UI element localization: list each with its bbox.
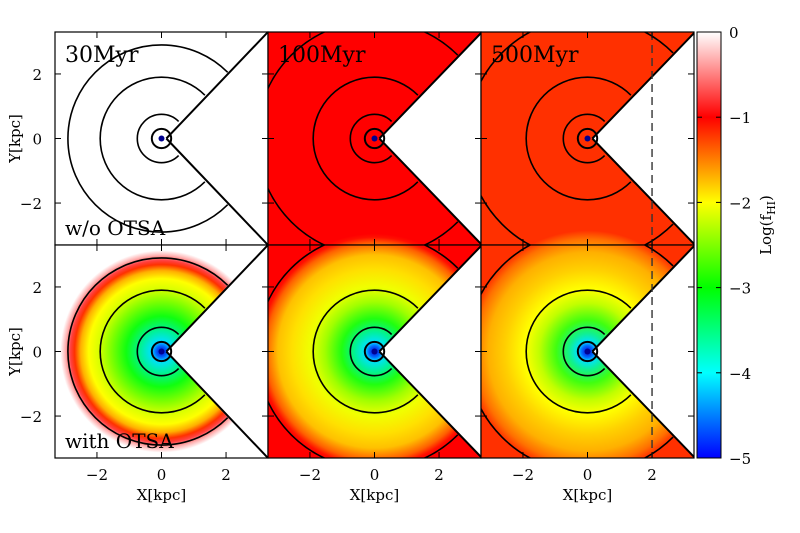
time-label: 100Myr	[278, 43, 366, 68]
contour-line	[99, 289, 206, 414]
colorbar-tick-label: −5	[729, 450, 751, 468]
density-map	[60, 250, 233, 453]
contour-line	[67, 44, 229, 233]
colorbar-tick-label: −3	[729, 280, 751, 298]
colorbar-tick-label: −4	[729, 365, 751, 383]
panel-0-1: 100Myr	[267, 31, 482, 246]
x-axis-label: X[kpc]	[563, 486, 612, 504]
x-tick-label: 2	[434, 466, 444, 484]
contour-line	[150, 127, 173, 150]
x-tick-label: 2	[647, 466, 657, 484]
x-tick-label: −2	[86, 466, 108, 484]
x-tick-label: −2	[512, 466, 534, 484]
contour-line	[576, 127, 599, 150]
x-tick-label: 0	[157, 466, 167, 484]
colorbar-gradient	[696, 31, 722, 459]
contour-line	[562, 113, 606, 164]
contour-line	[312, 76, 419, 201]
panels: 30Myr w/o OTSA 100Myr 500Myr with OTSA	[54, 31, 695, 459]
x-axis-label: X[kpc]	[137, 486, 186, 504]
y-tick-label: 0	[32, 344, 42, 362]
contour-line	[525, 289, 632, 414]
y-tick-label: 2	[32, 279, 42, 297]
colorbar-label: Log(fHI)	[757, 195, 778, 255]
colorbar: 0 −1 −2 −3 −4 −5 Log(fHI)	[696, 24, 778, 468]
wedge-edge	[591, 245, 694, 458]
contour-line	[150, 340, 173, 363]
center-point	[371, 348, 378, 355]
x-tick-label: 0	[583, 466, 593, 484]
panel-0-0: 30Myr w/o OTSA	[54, 31, 269, 246]
contour-line	[67, 257, 229, 446]
panel-0-2: 500Myr	[480, 31, 695, 246]
center-point	[158, 348, 165, 355]
panel-1-0: with OTSA	[54, 244, 269, 459]
time-label: 500Myr	[491, 43, 579, 68]
contour-line	[349, 326, 393, 377]
condition-label: with OTSA	[65, 429, 174, 453]
contour-line	[363, 127, 386, 150]
contour-line	[136, 326, 180, 377]
y-tick-label: −2	[20, 195, 42, 213]
axes: 2 0 −2 Y[kpc] 2 0 −2 Y[kpc] −2 0 2 X[kpc] −2 0 2 X[kpc]…	[6, 66, 657, 504]
contour-line	[312, 289, 419, 414]
y-axis-label: Y[kpc]	[6, 114, 24, 164]
x-axis-label: X[kpc]	[350, 486, 399, 504]
contour-line	[363, 340, 386, 363]
y-axis-label: Y[kpc]	[6, 327, 24, 377]
contour-line	[576, 340, 599, 363]
y-tick-label: 2	[32, 66, 42, 84]
wedge-edge	[378, 245, 481, 458]
wedge-edge	[165, 245, 268, 458]
density-map	[60, 37, 233, 240]
time-label: 30Myr	[65, 43, 139, 68]
wedge-edge	[591, 32, 694, 245]
colorbar-tick-label: −2	[729, 194, 751, 212]
center-point	[371, 135, 378, 142]
panel-1-1	[267, 244, 482, 459]
condition-label: w/o OTSA	[65, 216, 166, 240]
x-tick-label: −2	[299, 466, 321, 484]
wedge-edge	[165, 32, 268, 245]
x-tick-label: 2	[221, 466, 231, 484]
x-tick-label: 0	[370, 466, 380, 484]
contour-line	[99, 76, 206, 201]
wedge-edge	[378, 32, 481, 245]
panel-1-2	[480, 244, 695, 459]
colorbar-tick-label: −1	[729, 109, 751, 127]
contour-line	[562, 326, 606, 377]
center-point	[158, 135, 165, 142]
contour-line	[349, 113, 393, 164]
colorbar-tick-label: 0	[729, 24, 739, 42]
contour-line	[136, 113, 180, 164]
y-tick-label: 0	[32, 131, 42, 149]
center-point	[584, 348, 591, 355]
center-point	[584, 135, 591, 142]
contour-line	[525, 76, 632, 201]
y-tick-label: −2	[20, 408, 42, 426]
